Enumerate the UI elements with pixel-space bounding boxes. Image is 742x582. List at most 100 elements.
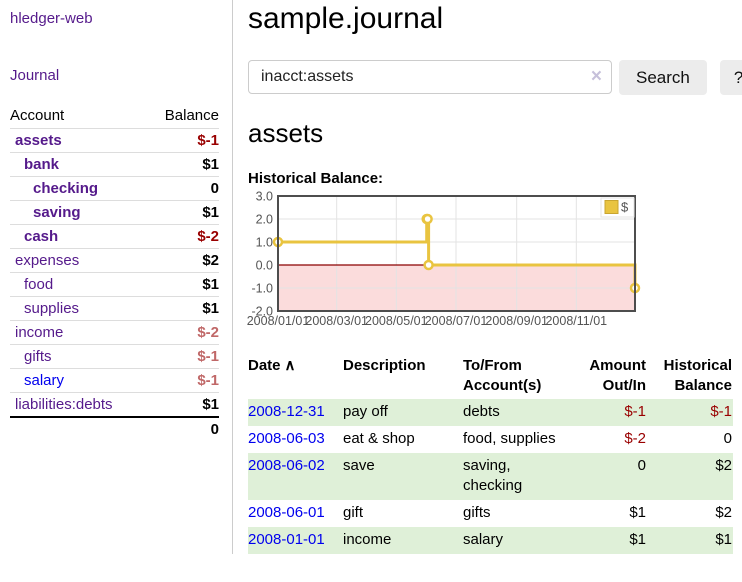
account-balance: $1 [146, 152, 219, 177]
transaction-accounts: gifts [463, 504, 491, 521]
account-link-gifts[interactable]: gifts [24, 348, 52, 365]
account-name-cell: salary [10, 368, 147, 393]
historical-balance-chart[interactable]: $3.0 2.0 1.0 0.0 -1.0 -2.0 2008/01/01 2008/03/0… [247, 190, 734, 338]
sidebar-item-journal[interactable]: Journal [10, 67, 60, 84]
transaction-description: pay off [343, 403, 388, 420]
account-link-salary[interactable]: salary [24, 372, 65, 389]
register-header-date[interactable]: Date ∧ [248, 354, 343, 399]
app: hledger-web Journal Account Balance asse… [0, 0, 742, 554]
accounts-total-value: 0 [146, 416, 219, 441]
svg-text:2008/01/01: 2008/01/01 [247, 314, 310, 328]
transaction-balance: $1 [715, 531, 732, 548]
account-name-cell: liabilities:debts [10, 392, 147, 417]
transaction-date-cell: 2008-06-03 [248, 426, 343, 453]
account-row: liabilities:debts $1 [10, 392, 219, 417]
account-balance: $-2 [146, 224, 219, 249]
account-link-cash[interactable]: cash [24, 228, 59, 245]
account-link-assets[interactable]: assets [15, 132, 62, 149]
register-table: Date ∧ Description To/From Account(s) Amo… [248, 354, 733, 554]
svg-text:-2.0: -2.0 [251, 305, 273, 319]
legend-swatch [604, 200, 619, 214]
account-link-supplies[interactable]: supplies [24, 300, 80, 317]
transaction-date-link[interactable]: 2008-12-31 [248, 403, 325, 420]
transaction-balance: $2 [715, 504, 732, 521]
search-bar: × Search ? [248, 60, 742, 95]
account-row: assets $-1 [10, 128, 219, 153]
transaction-amount: $-2 [624, 430, 646, 447]
account-link-saving[interactable]: saving [33, 204, 81, 221]
transaction-date-cell: 2008-12-31 [248, 399, 343, 426]
account-link-food[interactable]: food [24, 276, 54, 293]
account-link-bank[interactable]: bank [24, 156, 60, 173]
svg-text:2008/11/01: 2008/11/01 [545, 314, 607, 328]
account-row: expenses $2 [10, 248, 219, 273]
clear-search-icon[interactable]: × [590, 66, 602, 87]
account-name-cell: gifts [10, 344, 147, 369]
chart-label: Historical Balance: [248, 170, 384, 187]
transaction-date-cell: 2008-01-01 [248, 527, 343, 554]
svg-text:2008/09/01: 2008/09/01 [485, 314, 548, 328]
legend-label: $ [621, 200, 629, 215]
chart-legend: $ [600, 197, 635, 218]
transaction-row: 2008-01-01 income salary $1 $1 [248, 527, 733, 554]
transaction-description: save [343, 457, 375, 474]
account-link-liabilities-debts[interactable]: liabilities:debts [15, 396, 113, 413]
search-input[interactable] [248, 60, 612, 94]
account-title: assets [248, 118, 324, 148]
svg-text:2008/03/01: 2008/03/01 [305, 314, 368, 328]
account-name-cell: checking [10, 176, 147, 201]
plot-border [277, 195, 636, 312]
transaction-date-link[interactable]: 2008-06-01 [248, 504, 325, 521]
transaction-description: income [343, 531, 392, 548]
transaction-balance: 0 [723, 430, 732, 447]
register-header-date-label: Date [248, 357, 281, 374]
account-balance: $1 [146, 296, 219, 321]
account-row: bank $1 [10, 152, 219, 177]
account-name-cell: assets [10, 128, 147, 153]
register-header-accounts: To/From Account(s) [463, 357, 542, 394]
account-name-cell: income [10, 320, 147, 345]
search-button[interactable]: Search [619, 60, 707, 95]
main-content: sample.journal × Search ? assets Histori… [233, 0, 742, 554]
account-name-cell: supplies [10, 296, 147, 321]
help-button[interactable]: ? [719, 60, 742, 95]
account-balance: $1 [146, 272, 219, 297]
transaction-balance: $-1 [710, 403, 732, 420]
sidebar: hledger-web Journal Account Balance asse… [0, 0, 233, 554]
transaction-amount: 0 [637, 457, 646, 474]
transaction-accounts: salary [463, 531, 504, 548]
account-name-cell: saving [10, 200, 147, 225]
account-link-expenses[interactable]: expenses [15, 252, 80, 269]
page-title: sample.journal [248, 2, 444, 35]
account-balance: 0 [146, 176, 219, 201]
app-brand-link[interactable]: hledger-web [10, 10, 93, 27]
account-balance: $-1 [146, 368, 219, 393]
transaction-row: 2008-06-02 save saving, checking 0 $2 [248, 453, 733, 500]
transaction-date-link[interactable]: 2008-06-03 [248, 430, 325, 447]
transaction-amount: $1 [629, 504, 646, 521]
chart-canvas[interactable]: $3.0 2.0 1.0 0.0 -1.0 -2.02008/01/012008/03/0… [247, 190, 738, 338]
account-link-checking[interactable]: checking [33, 180, 99, 197]
svg-text:3.0: 3.0 [256, 190, 273, 204]
transaction-date-link[interactable]: 2008-01-01 [248, 531, 325, 548]
accounts-header-account: Account [10, 107, 65, 124]
sort-ascending-icon: ∧ [284, 357, 296, 374]
accounts-table: Account Balance assets $-1 bank $1 checking 0… [10, 104, 219, 441]
svg-text:2.0: 2.0 [256, 213, 273, 227]
transaction-date-link[interactable]: 2008-06-02 [248, 457, 325, 474]
register-header-amount: Amount Out/In [589, 357, 646, 394]
transaction-accounts: food, supplies [463, 430, 556, 447]
account-link-income[interactable]: income [15, 324, 64, 341]
account-balance: $1 [146, 200, 219, 225]
account-balance: $-2 [146, 320, 219, 345]
data-point-marker [423, 259, 434, 271]
account-balance: $2 [146, 248, 219, 273]
account-name-cell: bank [10, 152, 147, 177]
transaction-row: 2008-06-03 eat & shop food, supplies $-2 0 [248, 426, 733, 453]
transaction-accounts: debts [463, 403, 500, 420]
transaction-date-cell: 2008-06-02 [248, 453, 343, 500]
account-balance: $1 [146, 392, 219, 417]
svg-text:0.0: 0.0 [256, 259, 273, 273]
register-header-description: Description [343, 357, 426, 374]
transaction-description: gift [343, 504, 364, 521]
